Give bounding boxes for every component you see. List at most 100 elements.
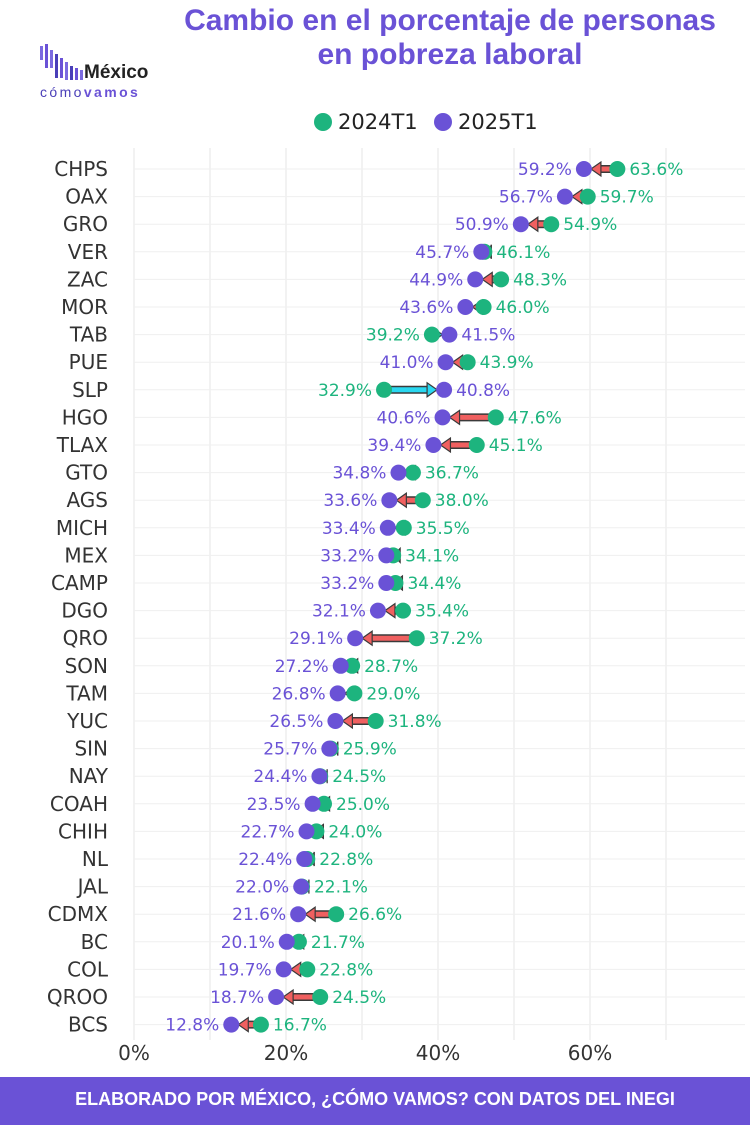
point-2024 bbox=[408, 630, 425, 647]
value-label-2024: 28.7% bbox=[364, 657, 418, 677]
point-2025 bbox=[268, 989, 285, 1005]
point-2024 bbox=[475, 299, 492, 315]
connector-arrowhead bbox=[361, 630, 373, 647]
point-2025 bbox=[436, 381, 453, 398]
category-label: ZAC bbox=[67, 267, 108, 291]
point-2025 bbox=[512, 216, 529, 233]
value-label-2025: 12.8% bbox=[165, 1016, 219, 1036]
category-label: CHPS bbox=[54, 157, 108, 181]
value-label-2024: 25.9% bbox=[343, 740, 397, 760]
value-label-2025: 45.7% bbox=[415, 243, 469, 263]
category-label: AGS bbox=[66, 488, 108, 512]
value-label-2024: 34.4% bbox=[407, 574, 461, 594]
value-label-2024: 29.0% bbox=[366, 684, 420, 704]
point-2025 bbox=[425, 437, 442, 453]
category-label: JAL bbox=[76, 875, 109, 899]
connector-arrowhead bbox=[383, 602, 396, 619]
point-2025 bbox=[575, 161, 592, 177]
category-label: QROO bbox=[47, 985, 108, 1009]
value-label-2024: 34.1% bbox=[405, 546, 459, 566]
value-label-2024: 43.9% bbox=[480, 353, 534, 373]
dumbbell-chart: 0% 20% 40% 60% CHPS 59.2% 63.6% OAX 56.7% 59.7% GR… bbox=[47, 148, 745, 1065]
legend-label-2024: 2024T1 bbox=[338, 110, 418, 134]
connector-arrowhead bbox=[289, 961, 302, 978]
category-label: OAX bbox=[65, 185, 108, 209]
value-label-2025: 59.2% bbox=[518, 160, 572, 180]
point-2024 bbox=[543, 216, 560, 233]
category-label: YUC bbox=[66, 709, 108, 733]
chart-title: Cambio en el porcentaje de personas en p… bbox=[150, 4, 750, 72]
category-label: SIN bbox=[74, 737, 108, 761]
value-label-2024: 22.8% bbox=[319, 850, 373, 870]
value-label-2025: 26.8% bbox=[272, 684, 326, 704]
value-label-2025: 39.4% bbox=[367, 436, 421, 456]
value-label-2024: 54.9% bbox=[563, 215, 617, 235]
point-2025 bbox=[296, 851, 313, 867]
legend-dot-2024 bbox=[314, 113, 332, 131]
connector-arrowhead bbox=[426, 381, 439, 398]
value-label-2024: 63.6% bbox=[629, 160, 683, 180]
value-label-2025: 33.6% bbox=[323, 491, 377, 511]
point-2024 bbox=[344, 657, 361, 674]
value-label-2025: 26.5% bbox=[269, 712, 323, 732]
category-label: TAM bbox=[65, 681, 108, 705]
value-label-2024: 25.0% bbox=[336, 795, 390, 815]
connector-arrowhead bbox=[481, 271, 493, 288]
value-label-2024: 26.6% bbox=[348, 905, 402, 925]
x-tick-label: 60% bbox=[568, 1041, 612, 1065]
logo-sub-vamos: vamos bbox=[83, 84, 141, 100]
point-2024 bbox=[487, 409, 504, 426]
category-label: HGO bbox=[62, 405, 108, 429]
value-label-2024: 47.6% bbox=[508, 408, 562, 428]
value-label-2025: 19.7% bbox=[218, 960, 272, 980]
value-label-2024: 24.5% bbox=[332, 988, 386, 1008]
legend-label-2025: 2025T1 bbox=[458, 110, 538, 134]
category-label: COL bbox=[67, 957, 109, 981]
point-2025 bbox=[457, 299, 474, 315]
point-2025 bbox=[437, 354, 454, 371]
point-2025 bbox=[298, 823, 315, 840]
value-label-2025: 40.6% bbox=[377, 408, 431, 428]
logo-brand-sub: cómovamos bbox=[40, 84, 140, 100]
point-2025 bbox=[369, 602, 386, 619]
connector-arrowhead bbox=[237, 1016, 249, 1033]
point-2025 bbox=[278, 933, 295, 950]
connector-arrowhead bbox=[304, 906, 316, 923]
point-2024 bbox=[404, 464, 421, 481]
point-2025 bbox=[321, 740, 338, 757]
point-2024 bbox=[468, 437, 485, 453]
category-label: GTO bbox=[65, 461, 108, 485]
point-2025 bbox=[390, 464, 407, 481]
category-label: SLP bbox=[72, 378, 108, 402]
point-2024 bbox=[579, 188, 596, 205]
value-label-2025: 22.7% bbox=[241, 822, 295, 842]
point-2025 bbox=[332, 657, 349, 674]
title-line-2: en pobreza laboral bbox=[317, 38, 583, 71]
category-label: QRO bbox=[63, 626, 108, 650]
x-tick-label: 0% bbox=[118, 1041, 150, 1065]
value-label-2024: 46.0% bbox=[496, 298, 550, 318]
value-label-2024: 31.8% bbox=[388, 712, 442, 732]
value-label-2024: 38.0% bbox=[435, 491, 489, 511]
category-label: GRO bbox=[63, 212, 108, 236]
point-2024 bbox=[376, 381, 393, 398]
footer: ELABORADO POR MÉXICO, ¿CÓMO VAMOS? CON D… bbox=[0, 1077, 750, 1125]
point-2024 bbox=[493, 271, 510, 288]
value-label-2025: 25.7% bbox=[263, 740, 317, 760]
value-label-2025: 33.2% bbox=[320, 546, 374, 566]
value-label-2025: 32.1% bbox=[312, 602, 366, 622]
value-label-2025: 23.5% bbox=[247, 795, 301, 815]
category-label: MOR bbox=[61, 295, 108, 319]
value-label-2025: 27.2% bbox=[275, 657, 329, 677]
value-label-2025: 22.0% bbox=[235, 878, 289, 898]
category-label: DGO bbox=[61, 599, 108, 623]
category-label: CHIH bbox=[58, 819, 108, 843]
point-2025 bbox=[381, 492, 398, 509]
point-2025 bbox=[473, 243, 490, 260]
legend-item-2024: 2024T1 bbox=[314, 110, 418, 134]
value-label-2025: 33.4% bbox=[322, 519, 376, 539]
point-2025 bbox=[434, 409, 451, 426]
point-2025 bbox=[378, 575, 395, 591]
point-2025 bbox=[441, 326, 458, 343]
category-label: CDMX bbox=[48, 902, 109, 926]
